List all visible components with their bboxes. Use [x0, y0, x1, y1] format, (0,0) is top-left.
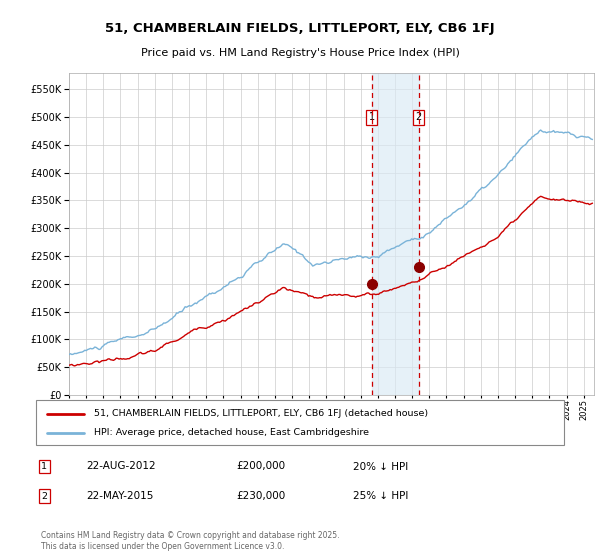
Text: 1: 1 — [41, 462, 47, 471]
Text: 25% ↓ HPI: 25% ↓ HPI — [353, 491, 408, 501]
Text: Price paid vs. HM Land Registry's House Price Index (HPI): Price paid vs. HM Land Registry's House … — [140, 48, 460, 58]
Text: 1: 1 — [368, 112, 375, 122]
Text: 22-MAY-2015: 22-MAY-2015 — [86, 491, 154, 501]
Text: HPI: Average price, detached house, East Cambridgeshire: HPI: Average price, detached house, East… — [94, 428, 369, 437]
Text: 22-AUG-2012: 22-AUG-2012 — [86, 461, 156, 472]
Text: 2: 2 — [416, 112, 422, 122]
Text: £230,000: £230,000 — [236, 491, 286, 501]
Text: 20% ↓ HPI: 20% ↓ HPI — [353, 461, 408, 472]
Bar — [371, 73, 419, 395]
Text: Contains HM Land Registry data © Crown copyright and database right 2025.
This d: Contains HM Land Registry data © Crown c… — [41, 531, 340, 550]
Text: 51, CHAMBERLAIN FIELDS, LITTLEPORT, ELY, CB6 1FJ (detached house): 51, CHAMBERLAIN FIELDS, LITTLEPORT, ELY,… — [94, 409, 428, 418]
Text: £200,000: £200,000 — [236, 461, 286, 472]
FancyBboxPatch shape — [36, 400, 564, 445]
Text: 51, CHAMBERLAIN FIELDS, LITTLEPORT, ELY, CB6 1FJ: 51, CHAMBERLAIN FIELDS, LITTLEPORT, ELY,… — [105, 22, 495, 35]
Text: 2: 2 — [41, 492, 47, 501]
